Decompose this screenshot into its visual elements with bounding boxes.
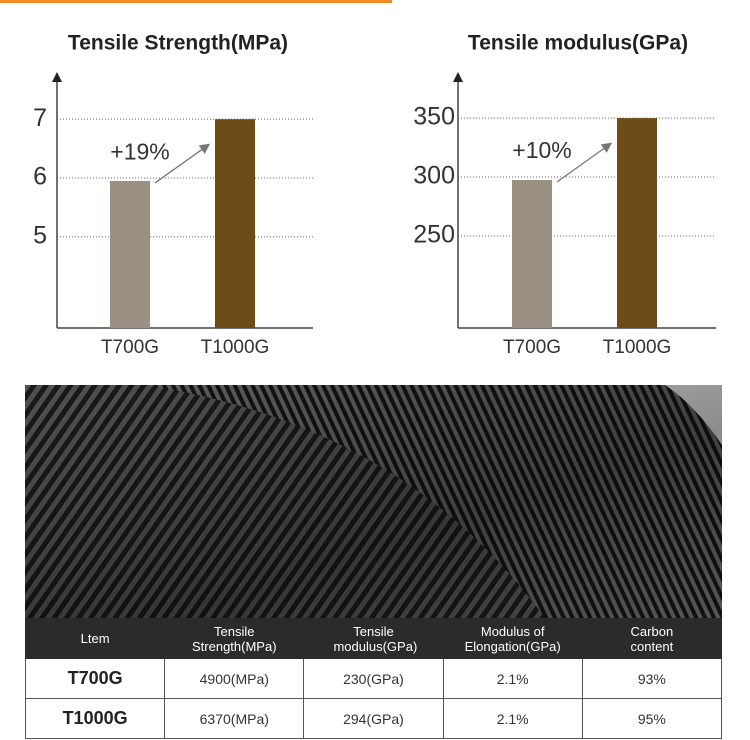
table-cell: T700G	[24, 658, 166, 699]
annotation-arrow	[556, 142, 613, 183]
header-cell: Carbon content	[581, 618, 723, 659]
y-axis-arrow	[52, 72, 62, 82]
chart-title: Tensile Strength(MPa)	[68, 32, 288, 55]
table-cell: 294(GPa)	[303, 698, 444, 739]
bar	[110, 180, 150, 328]
table-cell: 230(GPa)	[303, 658, 444, 699]
x-tick-label: T700G	[101, 337, 159, 358]
fabric-illustration	[25, 385, 722, 618]
annotation: +19%	[110, 138, 169, 164]
carbon-fabric-photo	[25, 385, 722, 618]
table-cell: 2.1%	[442, 698, 583, 739]
spec-table: Ltem Tensile Strength(MPa) Tensile modulus…	[24, 618, 723, 739]
header-text: Tensile Strength(MPa)	[192, 623, 277, 654]
x-tick-label: T1000G	[603, 337, 672, 358]
y-axis-arrow	[453, 72, 463, 82]
bar	[617, 118, 657, 329]
table-cell: T1000G	[24, 698, 166, 739]
header-cell: Tensile Strength(MPa)	[164, 618, 305, 659]
chart-title: Tensile modulus(GPa)	[468, 32, 688, 55]
header-cell: Ltem	[24, 618, 166, 659]
x-tick-label: T700G	[503, 337, 561, 358]
x-tick-label: T1000G	[201, 337, 270, 358]
y-tick-label: 300	[413, 162, 455, 190]
table-cell: 2.1%	[442, 658, 583, 699]
table-row: T700G 4900(MPa) 230(GPa) 2.1% 93%	[24, 658, 723, 699]
header-text: Modulus of Elongation(GPa)	[464, 623, 561, 654]
top-accent	[0, 0, 392, 3]
table-cell: 6370(MPa)	[164, 698, 305, 739]
table-cell: 93%	[581, 658, 723, 699]
annotation-arrow	[154, 143, 211, 184]
table-row: T1000G 6370(MPa) 294(GPa) 2.1% 95%	[24, 698, 723, 739]
header-text: Tensile modulus(GPa)	[333, 623, 418, 654]
charts: Tensile Strength(MPa) 5 6 7 T700G T1000G +19% T…	[33, 32, 716, 358]
y-tick-label: 350	[413, 103, 455, 131]
table-cell: 4900(MPa)	[164, 658, 305, 699]
header-cell: Tensile modulus(GPa)	[303, 618, 444, 659]
annotation: +10%	[512, 137, 571, 163]
bar	[512, 180, 552, 328]
table-cell: 95%	[581, 698, 723, 739]
y-tick-label: 6	[33, 163, 47, 191]
y-tick-label: 7	[33, 104, 47, 132]
header-text: Ltem	[80, 631, 110, 646]
header-cell: Modulus of Elongation(GPa)	[442, 618, 583, 659]
header-row: Ltem Tensile Strength(MPa) Tensile modulus…	[24, 618, 723, 659]
y-tick-label: 250	[413, 221, 455, 249]
y-tick-label: 5	[33, 221, 47, 249]
header-text: Carbon content	[630, 623, 674, 654]
bar	[215, 119, 255, 328]
